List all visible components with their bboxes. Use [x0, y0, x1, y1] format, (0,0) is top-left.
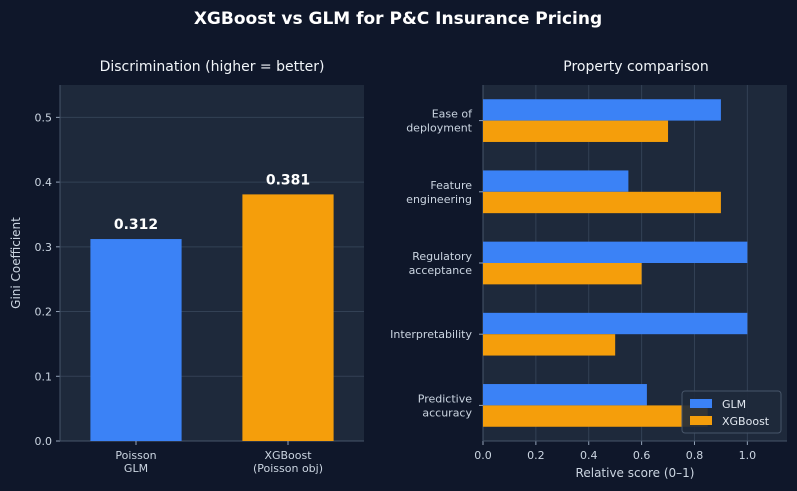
bar — [90, 239, 182, 441]
panel-title: Discrimination (higher = better) — [100, 59, 325, 75]
panel-title: Property comparison — [563, 59, 708, 75]
legend: GLM XGBoost — [681, 390, 782, 434]
discrimination-chart: 0.0 0.1 0.2 0.3 0.4 0.5 0.312 Poisson GLM 0.381 XG… — [9, 59, 364, 475]
bar-xgboost — [483, 120, 669, 142]
bar-xgboost — [483, 334, 616, 356]
y-tick-label: Interpretability — [390, 328, 472, 341]
x-tick-label: 0.0 — [474, 449, 492, 462]
y-tick-label: 0.5 — [35, 111, 53, 124]
bar-glm — [483, 170, 629, 192]
bar-xgboost — [483, 191, 721, 214]
y-tick-label: Feature engineering — [406, 179, 472, 206]
y-tick-label: 0.2 — [35, 306, 53, 319]
legend-swatch — [690, 399, 712, 408]
y-tick-label: Predictive accuracy — [418, 392, 473, 419]
bar-glm — [483, 384, 647, 406]
x-tick-label-line: XGBoost — [264, 449, 312, 462]
x-tick-label: XGBoost (Poisson obj) — [253, 449, 323, 475]
figure-title: XGBoost vs GLM for P&C Insurance Pricing — [194, 9, 602, 29]
legend-swatch — [690, 416, 712, 425]
legend-label: XGBoost — [722, 415, 770, 428]
x-tick-label: 1.0 — [739, 449, 757, 462]
data-label: 0.312 — [114, 217, 158, 233]
bar-glm — [483, 312, 748, 335]
bar — [242, 194, 334, 441]
y-tick-label: Regulatory acceptance — [409, 250, 473, 277]
y-tick-label-line: Regulatory — [412, 250, 472, 263]
y-tick-label-line: Ease of — [432, 108, 473, 121]
property-comparison-chart: 0.0 0.2 0.4 0.6 0.8 1.0 Ease of deployment Featu… — [390, 59, 787, 480]
x-tick-label: 0.6 — [633, 449, 651, 462]
y-tick-label: 0.1 — [35, 370, 53, 383]
y-tick-label-line: engineering — [406, 193, 472, 206]
y-tick-label-line: Predictive — [418, 392, 472, 405]
y-tick-label: Ease of deployment — [406, 108, 473, 135]
y-axis-label: Gini Coefficient — [9, 217, 23, 309]
y-tick-label-line: accuracy — [422, 406, 472, 419]
y-tick-label: 0.3 — [35, 241, 53, 254]
x-tick-label: 0.8 — [686, 449, 704, 462]
y-tick-label-line: deployment — [406, 122, 472, 135]
data-label: 0.381 — [266, 172, 310, 188]
bar-xgboost — [483, 263, 642, 285]
y-tick-label-line: Feature — [430, 179, 472, 192]
bar-glm — [483, 241, 748, 263]
x-tick-label: 0.4 — [580, 449, 598, 462]
x-tick-label: 0.2 — [527, 449, 545, 462]
x-tick-label-line: GLM — [124, 462, 148, 475]
legend-label: GLM — [722, 398, 746, 411]
y-tick-label: 0.4 — [35, 176, 53, 189]
y-tick-label-line: Interpretability — [390, 328, 472, 341]
y-tick-label: 0.0 — [35, 435, 53, 448]
bar-xgboost — [483, 405, 708, 427]
x-tick-label-line: Poisson — [115, 449, 156, 462]
x-tick-label-line: (Poisson obj) — [253, 462, 323, 475]
bar-glm — [483, 99, 721, 121]
x-tick-label: Poisson GLM — [115, 449, 156, 475]
x-axis-label: Relative score (0–1) — [576, 466, 695, 480]
y-tick-label-line: acceptance — [409, 264, 473, 277]
